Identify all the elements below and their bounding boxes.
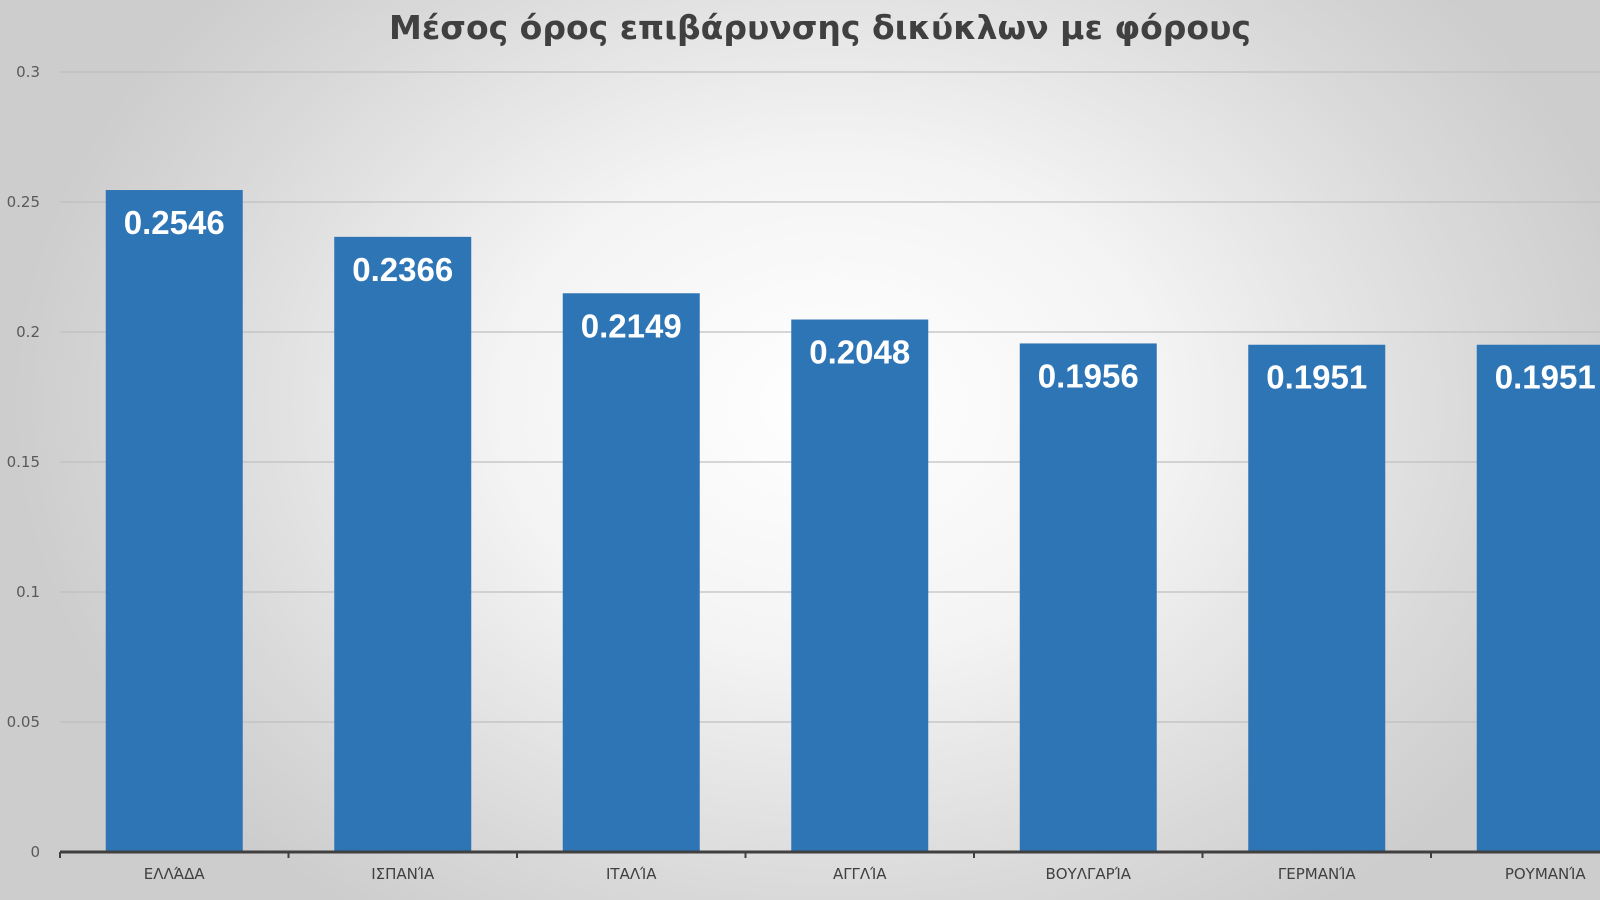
y-tick-label: 0: [30, 843, 40, 861]
bar-data-label: 0.2366: [352, 251, 453, 288]
bars: [105, 190, 1600, 853]
bar-data-label: 0.1956: [1038, 357, 1139, 394]
y-tick-label: 0.15: [7, 453, 40, 471]
x-axis-tick-labels: ΕΛΛΆΔΑ ΙΣΠΑΝΊΑ ΙΤΑΛΊΑ ΑΓΓΛΊΑ ΒΟΥΛΓΑΡΊΑ ΓΕΡΜΑΝ…: [59, 852, 1587, 883]
x-tick-label: ΒΟΥΛΓΑΡΊΑ: [1045, 865, 1131, 883]
x-tick-label: ΓΕΡΜΑΝΊΑ: [1278, 865, 1356, 883]
x-tick-label: ΕΛΛΆΔΑ: [144, 865, 206, 883]
bar: [1248, 344, 1386, 852]
bar-data-label: 0.1951: [1266, 359, 1367, 396]
bar: [1019, 343, 1157, 852]
y-tick-label: 0.25: [7, 193, 40, 211]
x-tick-label: ΑΓΓΛΊΑ: [833, 865, 887, 883]
bar: [105, 190, 243, 853]
y-axis-tick-labels: 0 0.05 0.1 0.15 0.2 0.25 0.3: [7, 63, 40, 861]
bar-data-label: 0.1951: [1495, 359, 1596, 396]
bar: [562, 293, 700, 852]
chart-title: Μέσος όρος επιβάρυνσης δικύκλων με φόρου…: [389, 8, 1251, 47]
y-tick-label: 0.1: [16, 583, 40, 601]
bar-data-label: 0.2149: [581, 307, 682, 344]
bar: [334, 236, 472, 853]
y-tick-label: 0.2: [16, 323, 40, 341]
y-tick-label: 0.3: [16, 63, 40, 81]
bar: [791, 319, 929, 852]
bar: [1476, 344, 1600, 852]
bar-data-label: 0.2546: [124, 204, 225, 241]
bar-data-label: 0.2048: [809, 334, 910, 371]
x-tick-label: ΡΟΥΜΑΝΊΑ: [1505, 865, 1587, 883]
y-tick-label: 0.05: [7, 713, 40, 731]
x-tick-label: ΙΤΑΛΊΑ: [606, 865, 657, 883]
data-labels: 0.2546 0.2366 0.2149 0.2048 0.1956 0.1951 0.19…: [124, 204, 1596, 396]
x-tick-label: ΙΣΠΑΝΊΑ: [371, 865, 435, 883]
